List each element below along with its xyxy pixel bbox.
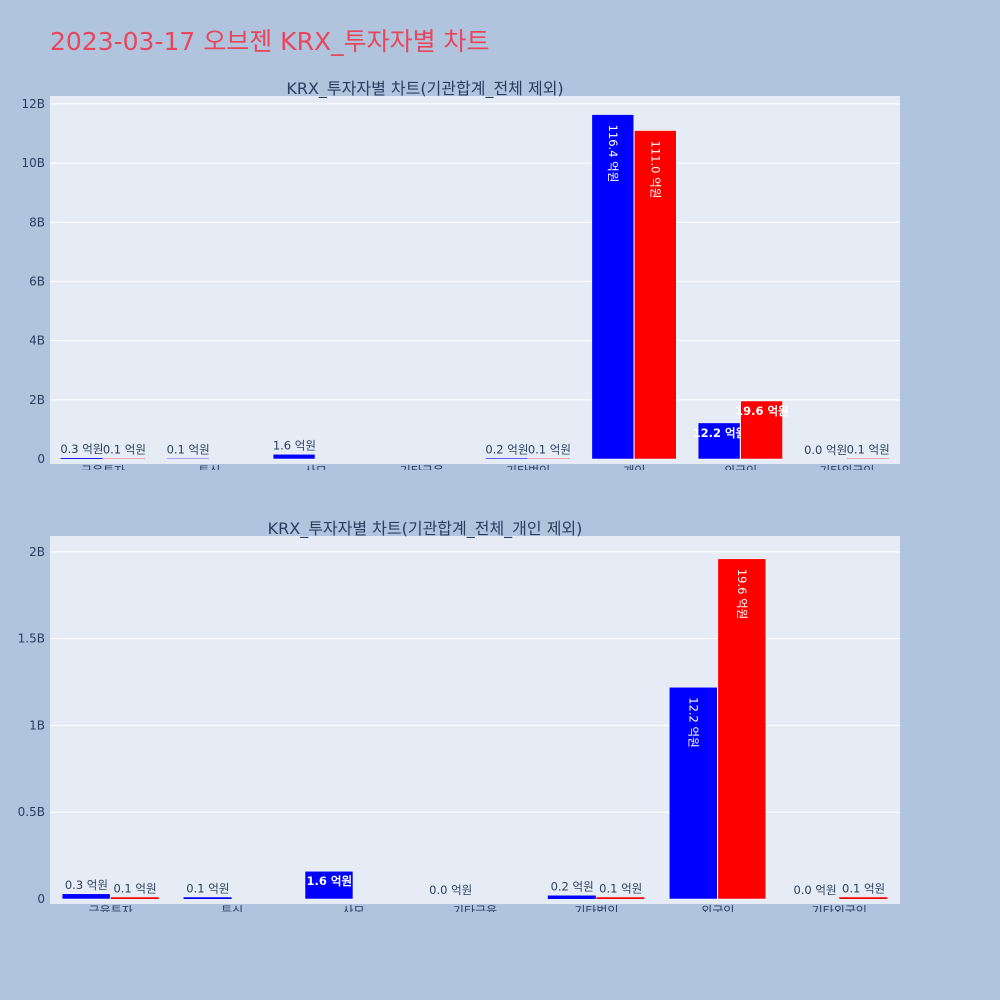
data-label: 0.0 억원 [793, 883, 836, 897]
page-title: 2023-03-17 오브젠 KRX_투자자별 차트 [50, 27, 490, 56]
x-tick-label: 사모 [305, 464, 327, 470]
x-tick-label: 기타금융 [453, 904, 497, 912]
data-label: 19.6 억원 [735, 404, 789, 418]
y-tick-label: 1.5B [18, 632, 45, 646]
y-tick-label: 1B [29, 718, 45, 732]
y-tick-label: 0 [37, 452, 45, 466]
x-tick-label: 금융투자 [81, 464, 125, 470]
bar-series1-4 [485, 458, 528, 459]
x-tick-label: 사모 [343, 904, 365, 912]
data-label: 1.6 억원 [307, 874, 353, 888]
bar-series1-5 [591, 114, 635, 460]
data-label: 0.1 억원 [842, 881, 885, 895]
chart-investor-excl-individual: 0 0.5B 1B 1.5B 2B KRX_투자자별 차트(기관합계_전체_개인 제외) 금… [18, 519, 900, 912]
x-tick-label: 투신 [198, 464, 220, 470]
bar-series2-5 [634, 130, 677, 460]
chart-title: KRX_투자자별 차트(기관합계_전체_개인 제외) [268, 519, 583, 539]
bar-series2-0 [110, 897, 159, 899]
bar-series2-6 [740, 400, 783, 460]
data-label: 0.3 억원 [65, 878, 108, 892]
data-label: 0.1 억원 [103, 443, 146, 457]
x-tick-label: 기타금융 [400, 464, 444, 470]
data-label: 12.2 억원 [687, 697, 701, 747]
bar-series1-2 [304, 870, 354, 900]
data-label: 0.0 억원 [804, 443, 847, 457]
bar-series1-0 [61, 893, 111, 900]
y-tick-label: 0 [37, 892, 45, 906]
data-label: 0.1 억원 [167, 443, 210, 457]
y-tick-label: 8B [29, 215, 45, 229]
x-tick-label: 외국인 [701, 904, 734, 912]
bar-series1-1 [183, 897, 232, 899]
data-label: 0.3 억원 [60, 442, 103, 456]
x-tick-label: 기타외국인 [819, 464, 874, 470]
y-tick-label: 0.5B [18, 805, 45, 819]
y-tick-label: 6B [29, 274, 45, 288]
data-label: 0.1 억원 [528, 443, 571, 457]
y-tick-label: 2B [29, 393, 45, 407]
data-label: 0.1 억원 [113, 881, 156, 895]
data-label: 1.6 억원 [273, 438, 316, 452]
x-tick-label: 금융투자 [89, 904, 133, 912]
x-tick-label: 투신 [221, 904, 243, 912]
plot-area [50, 536, 900, 904]
bar-series2-5 [717, 558, 767, 900]
data-label: 0.1 억원 [847, 443, 890, 457]
data-label: 116.4 억원 [606, 125, 620, 183]
y-tick-label: 10B [21, 156, 45, 170]
bar-series1-5 [669, 687, 718, 900]
chart-investor-all: 0 2B 4B 6B 8B 10B 12B KRX_투자자별 차트(기관합계_전체 제외) 금융… [21, 79, 900, 470]
data-label: 0.0 억원 [429, 883, 472, 897]
bar-series1-2 [272, 454, 316, 460]
x-tick-label: 기타외국인 [812, 904, 867, 912]
x-tick-label: 기타법인 [574, 904, 618, 912]
y-tick-label: 12B [21, 97, 45, 111]
x-tick-label: 개인 [623, 464, 645, 470]
chart-title: KRX_투자자별 차트(기관합계_전체 제외) [286, 79, 563, 99]
bar-series2-6 [839, 897, 888, 899]
y-tick-label: 4B [29, 334, 45, 348]
x-tick-label: 기타법인 [506, 464, 550, 470]
data-label: 0.1 억원 [186, 881, 229, 895]
data-label: 0.2 억원 [551, 880, 594, 894]
bar-series1-4 [547, 895, 596, 899]
data-label: 12.2 억원 [693, 426, 747, 440]
data-label: 0.2 억원 [485, 442, 528, 456]
x-tick-label: 외국인 [724, 464, 757, 470]
bar-series1-6 [697, 422, 741, 460]
bar-series2-4 [596, 897, 645, 899]
data-label: 111.0 억원 [649, 141, 663, 199]
data-label: 19.6 억원 [735, 569, 749, 619]
bar-series1-0 [60, 458, 103, 459]
data-label: 0.1 억원 [599, 881, 642, 895]
y-tick-label: 2B [29, 545, 45, 559]
